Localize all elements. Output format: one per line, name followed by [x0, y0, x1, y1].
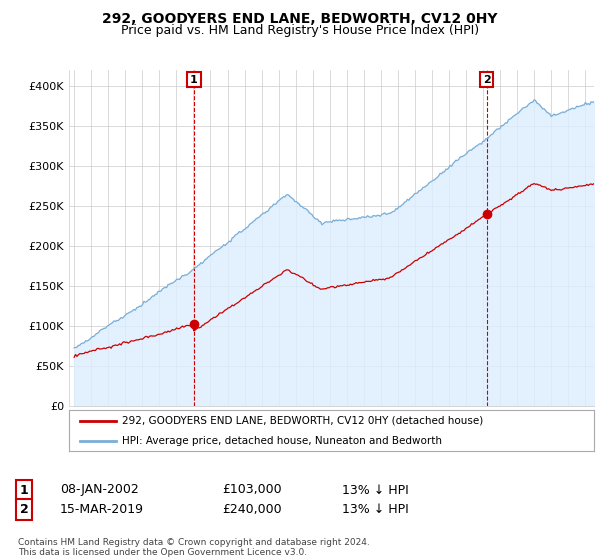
Text: £240,000: £240,000 — [222, 503, 281, 516]
Text: 1: 1 — [190, 74, 198, 85]
Text: 15-MAR-2019: 15-MAR-2019 — [60, 503, 144, 516]
Text: 292, GOODYERS END LANE, BEDWORTH, CV12 0HY (detached house): 292, GOODYERS END LANE, BEDWORTH, CV12 0… — [121, 416, 483, 426]
Text: 292, GOODYERS END LANE, BEDWORTH, CV12 0HY: 292, GOODYERS END LANE, BEDWORTH, CV12 0… — [102, 12, 498, 26]
Text: 08-JAN-2002: 08-JAN-2002 — [60, 483, 139, 497]
Text: £103,000: £103,000 — [222, 483, 281, 497]
Text: 2: 2 — [20, 503, 28, 516]
Text: 2: 2 — [483, 74, 491, 85]
Text: HPI: Average price, detached house, Nuneaton and Bedworth: HPI: Average price, detached house, Nune… — [121, 436, 442, 446]
Text: 1: 1 — [20, 483, 28, 497]
Text: Price paid vs. HM Land Registry's House Price Index (HPI): Price paid vs. HM Land Registry's House … — [121, 24, 479, 36]
Text: Contains HM Land Registry data © Crown copyright and database right 2024.
This d: Contains HM Land Registry data © Crown c… — [18, 538, 370, 557]
Text: 13% ↓ HPI: 13% ↓ HPI — [342, 503, 409, 516]
Text: 13% ↓ HPI: 13% ↓ HPI — [342, 483, 409, 497]
